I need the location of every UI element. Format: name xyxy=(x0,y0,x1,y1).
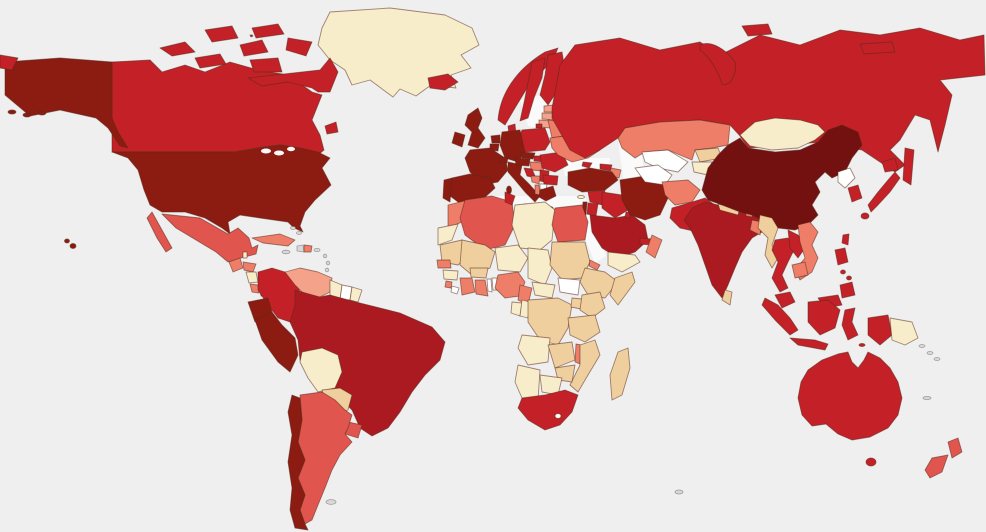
country-cyprus: Cyprus xyxy=(577,194,585,200)
country-chad: Chad xyxy=(527,247,553,286)
country-guatemala: Guatemala xyxy=(228,257,244,273)
country-srilanka: Sri Lanka xyxy=(721,289,733,306)
country-jamaica: Jamaica xyxy=(281,249,291,255)
country-laos: Laos xyxy=(787,229,806,259)
country-algeria: Algeria xyxy=(459,195,516,251)
country-niger: Niger xyxy=(494,244,529,273)
country-yemen: Yemen xyxy=(607,251,641,273)
country-liberia: Liberia xyxy=(450,285,460,295)
country-georgia: Georgia xyxy=(599,163,613,172)
country-drc: DR Congo xyxy=(527,297,573,346)
great-lakes xyxy=(261,146,295,156)
country-peru: Peru xyxy=(254,311,299,373)
country-turkey: Turkey xyxy=(567,167,619,193)
country-frguiana: French Guiana xyxy=(349,286,363,303)
country-somalia: Somalia xyxy=(609,271,636,306)
country-uzbekistan: Uzbekistan xyxy=(641,149,689,173)
country-ireland: Ireland xyxy=(451,131,466,148)
country-austria: Austria xyxy=(514,157,531,167)
country-belize: Belize xyxy=(242,251,248,259)
country-ivorycoast: Côte d'Ivoire xyxy=(459,277,476,296)
country-brazil: Brazil xyxy=(289,289,446,437)
country-cuba: Cuba xyxy=(251,233,296,247)
country-southafrica: South Africa xyxy=(517,389,579,431)
country-mexico: Mexico xyxy=(146,211,259,263)
country-domrep: Dominican Republic xyxy=(303,244,313,253)
country-philippines: Philippines xyxy=(834,247,856,299)
country-sierraleone: Sierra Leone xyxy=(444,280,453,289)
country-myanmar: Myanmar xyxy=(757,214,779,269)
country-haiti: Haiti xyxy=(296,244,305,253)
country-kerguelen: Kerguelen Islands xyxy=(674,489,684,495)
country-angola: Angola xyxy=(517,334,551,366)
country-saudi: Saudi Arabia xyxy=(589,214,649,259)
country-oman: Oman xyxy=(645,234,663,259)
country-costarica: Costa Rica xyxy=(249,283,260,294)
country-skorea: South Korea xyxy=(847,184,863,203)
country-uk: United Kingdom xyxy=(464,107,486,149)
country-senegal: Senegal xyxy=(436,259,452,269)
country-kenya: Kenya xyxy=(579,291,606,319)
country-tanzania: Tanzania xyxy=(567,314,601,343)
country-puertorico: Puerto Rico xyxy=(313,247,321,252)
country-bahamas: Bahamas xyxy=(290,226,302,235)
country-kazakhstan: Kazakhstan xyxy=(617,119,731,161)
country-mongolia: Mongolia xyxy=(739,117,826,151)
country-australia: Australia xyxy=(797,351,903,467)
country-ssudan: South Sudan xyxy=(557,277,581,296)
country-taiwan: Taiwan xyxy=(841,233,850,246)
country-togobenin: Togo / Benin xyxy=(486,277,498,293)
country-tunisia: Tunisia xyxy=(504,191,516,206)
country-png: Papua New Guinea xyxy=(889,317,919,346)
country-indonesia: Indonesia xyxy=(761,297,893,351)
country-burkina: Burkina Faso xyxy=(469,267,489,279)
country-canada: Canada xyxy=(111,23,339,156)
country-wsahara: Western Sahara xyxy=(437,223,459,246)
country-nkorea: North Korea xyxy=(837,167,856,189)
country-cambodia: Cambodia xyxy=(791,261,809,279)
country-switzerland: Switzerland xyxy=(499,156,509,164)
country-falklands: Falkland Islands xyxy=(325,499,337,505)
country-ghana: Ghana xyxy=(474,279,489,297)
country-guinea: Guinea xyxy=(442,269,459,281)
country-mozambique: Mozambique xyxy=(569,339,601,393)
country-japan: Japan xyxy=(860,157,901,220)
country-iceland: Iceland xyxy=(427,73,459,91)
country-antilles: Lesser Antilles xyxy=(322,253,331,273)
country-czechia: Czechia xyxy=(520,151,536,160)
country-turkmenistan: Turkmenistan xyxy=(634,164,673,186)
country-usa: United States xyxy=(4,57,332,249)
country-madagascar: Madagascar xyxy=(609,347,631,401)
country-solomons: Solomon Islands xyxy=(918,344,941,361)
country-chile: Chile xyxy=(287,394,309,531)
country-russia: Russia xyxy=(0,23,986,186)
country-bosnia: Bosnia and Herzegovina xyxy=(530,175,541,185)
country-libya: Libya xyxy=(511,201,556,251)
country-sweden: Sweden xyxy=(519,57,546,122)
country-finland: Finland xyxy=(539,51,566,106)
country-jordan: Jordan xyxy=(586,202,599,217)
country-newcaledonia: New Caledonia xyxy=(922,395,932,400)
country-bulgaria: Bulgaria xyxy=(542,174,559,186)
country-mali: Mali xyxy=(459,239,496,276)
country-lesotho: Lesotho xyxy=(554,413,562,419)
country-bolivia: Bolivia xyxy=(299,347,343,393)
country-egypt: Egypt xyxy=(551,204,589,243)
country-newzealand: New Zealand xyxy=(924,437,963,479)
